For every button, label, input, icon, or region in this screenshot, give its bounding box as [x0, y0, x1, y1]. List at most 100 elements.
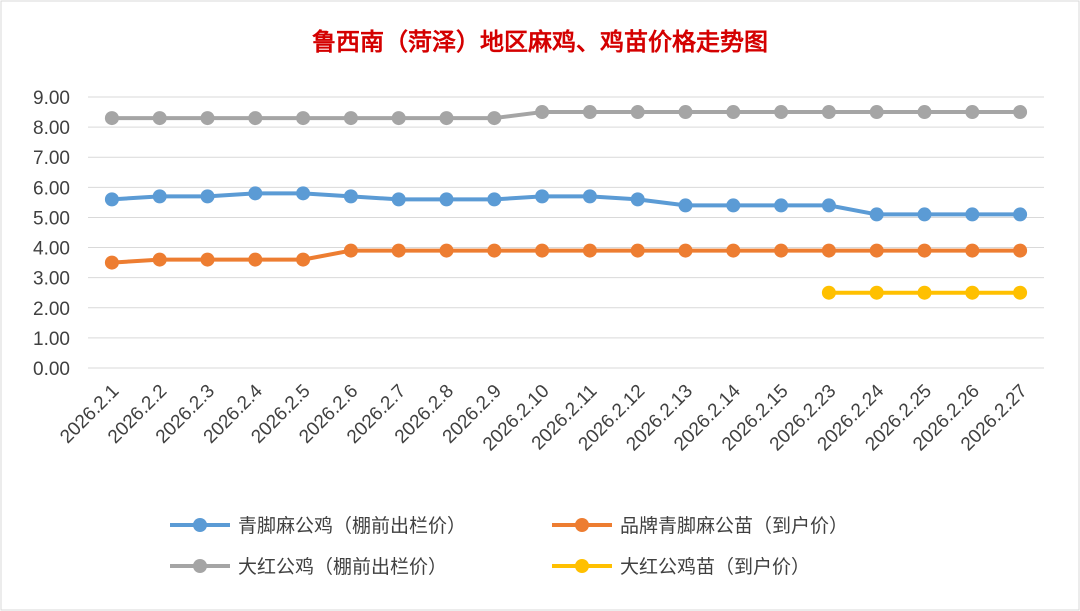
data-point	[152, 189, 167, 204]
y-tick-label: 4.00	[33, 239, 70, 260]
data-point	[535, 189, 550, 204]
legend-swatch-marker	[575, 559, 589, 573]
data-point	[1013, 285, 1028, 300]
data-point	[200, 111, 215, 126]
series-line	[111, 110, 1021, 121]
data-point	[104, 111, 119, 126]
data-point	[869, 243, 884, 258]
data-point	[869, 285, 884, 300]
data-point	[774, 198, 789, 213]
y-tick-label: 7.00	[33, 148, 70, 169]
data-point	[630, 243, 645, 258]
series-4	[821, 285, 1028, 300]
data-point	[582, 189, 597, 204]
data-point	[965, 285, 980, 300]
series-1	[104, 186, 1028, 222]
data-point	[439, 243, 454, 258]
data-point	[343, 243, 358, 258]
data-point	[774, 243, 789, 258]
data-point	[678, 198, 693, 213]
legend-swatch-marker	[193, 518, 207, 532]
data-point	[248, 252, 263, 267]
data-point	[1013, 105, 1028, 120]
data-point	[869, 207, 884, 222]
legend-entry: 青脚麻公鸡（棚前出栏价）	[170, 515, 466, 537]
data-point	[965, 105, 980, 120]
data-point	[582, 243, 597, 258]
legend-entry: 大红公鸡苗（到户价）	[552, 556, 810, 578]
legend: 青脚麻公鸡（棚前出栏价） 品牌青脚麻公苗（到户价） 大红公鸡（棚前出栏价） 大红公鸡苗…	[170, 515, 848, 578]
data-point	[774, 105, 789, 120]
data-point	[821, 285, 836, 300]
data-point	[200, 189, 215, 204]
data-point	[821, 198, 836, 213]
y-tick-label: 5.00	[33, 208, 70, 229]
data-point	[917, 243, 932, 258]
data-point	[487, 243, 502, 258]
y-tick-label: 9.00	[33, 88, 70, 109]
y-tick-label: 6.00	[33, 178, 70, 199]
data-point	[726, 198, 741, 213]
gridlines	[88, 96, 1044, 369]
legend-entry: 大红公鸡（棚前出栏价）	[170, 556, 447, 578]
data-point	[248, 186, 263, 201]
y-axis-ticks: 0.00 1.00 2.00 3.00 4.00 5.00 6.00 7.00 8.00 9.00	[33, 88, 70, 380]
legend-label: 品牌青脚麻公苗（到户价）	[620, 515, 848, 537]
y-tick-label: 0.00	[33, 359, 70, 380]
data-point	[917, 285, 932, 300]
data-point	[248, 111, 263, 126]
y-tick-label: 1.00	[33, 329, 70, 350]
data-point	[678, 105, 693, 120]
data-point	[535, 105, 550, 120]
data-point	[678, 243, 693, 258]
data-point	[391, 192, 406, 207]
legend-swatch-marker	[193, 559, 207, 573]
series-3	[104, 105, 1028, 126]
data-point	[821, 105, 836, 120]
data-point	[582, 105, 597, 120]
data-point	[821, 243, 836, 258]
data-point	[917, 207, 932, 222]
data-point	[439, 192, 454, 207]
legend-label: 大红公鸡苗（到户价）	[620, 556, 810, 578]
data-point	[869, 105, 884, 120]
data-point	[1013, 207, 1028, 222]
data-point	[726, 105, 741, 120]
y-tick-label: 8.00	[33, 118, 70, 139]
data-point	[439, 111, 454, 126]
data-point	[343, 111, 358, 126]
series-layer	[104, 105, 1028, 300]
data-point	[104, 192, 119, 207]
data-point	[487, 111, 502, 126]
y-tick-label: 3.00	[33, 269, 70, 290]
data-point	[726, 243, 741, 258]
chart-title: 鲁西南（菏泽）地区麻鸡、鸡苗价格走势图	[312, 27, 768, 56]
data-point	[630, 105, 645, 120]
data-point	[1013, 243, 1028, 258]
legend-entry: 品牌青脚麻公苗（到户价）	[552, 515, 848, 537]
legend-swatch-marker	[575, 518, 589, 532]
legend-label: 大红公鸡（棚前出栏价）	[238, 556, 447, 578]
data-point	[152, 252, 167, 267]
data-point	[391, 243, 406, 258]
series-2	[104, 243, 1028, 270]
data-point	[296, 252, 311, 267]
series-line	[111, 191, 1021, 217]
data-point	[296, 186, 311, 201]
legend-label: 青脚麻公鸡（棚前出栏价）	[238, 515, 466, 537]
y-tick-label: 2.00	[33, 299, 70, 320]
data-point	[535, 243, 550, 258]
data-point	[200, 252, 215, 267]
data-point	[343, 189, 358, 204]
series-line	[111, 248, 1021, 265]
data-point	[487, 192, 502, 207]
data-point	[630, 192, 645, 207]
data-point	[965, 243, 980, 258]
data-point	[391, 111, 406, 126]
data-point	[104, 255, 119, 270]
data-point	[965, 207, 980, 222]
data-point	[296, 111, 311, 126]
